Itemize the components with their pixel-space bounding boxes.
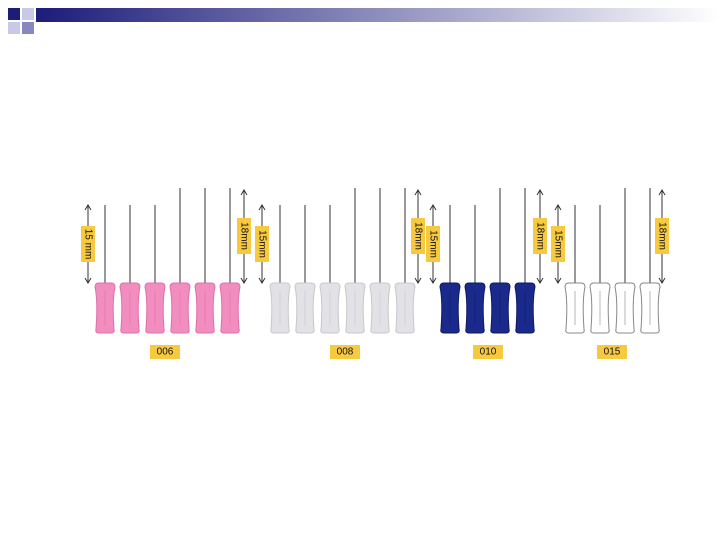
arrow: [240, 277, 248, 284]
label-box: [150, 345, 180, 359]
label-text: 15 mm: [82, 229, 93, 260]
length-label: 18mm: [237, 218, 251, 254]
label-text: 015: [604, 347, 621, 358]
label-text: 010: [480, 347, 497, 358]
arrow: [240, 189, 248, 196]
label-text: 006: [157, 347, 174, 358]
length-label: 18mm: [533, 218, 547, 254]
length-label: 010: [473, 345, 503, 359]
arrow: [258, 204, 266, 211]
length-label: 15 mm: [81, 226, 95, 262]
length-label: 15mm: [255, 226, 269, 262]
label-box: [237, 218, 251, 254]
length-label: 18mm: [655, 218, 669, 254]
label-text: 15mm: [552, 230, 563, 258]
arrow: [414, 189, 422, 196]
arrow: [429, 277, 437, 284]
arrow: [554, 204, 562, 211]
label-box: [473, 345, 503, 359]
header-decoration: [8, 8, 720, 34]
arrow: [536, 189, 544, 196]
length-label: 15mm: [426, 226, 440, 262]
label-text: 15mm: [427, 230, 438, 258]
arrow: [554, 277, 562, 284]
arrow: [658, 277, 666, 284]
arrow: [258, 277, 266, 284]
label-text: 18mm: [534, 222, 545, 250]
label-box: [426, 226, 440, 262]
length-label: 18mm: [411, 218, 425, 254]
label-box: [551, 226, 565, 262]
arrow: [658, 189, 666, 196]
label-text: 15mm: [256, 230, 267, 258]
length-label: 008: [330, 345, 360, 359]
arrow: [536, 277, 544, 284]
label-box: [655, 218, 669, 254]
label-box: [81, 226, 95, 262]
arrow: [84, 277, 92, 284]
label-text: 18mm: [238, 222, 249, 250]
arrow: [429, 204, 437, 211]
arrow: [84, 204, 92, 211]
arrow: [414, 277, 422, 284]
label-text: 18mm: [412, 222, 423, 250]
label-text: 008: [337, 347, 354, 358]
file-illustration: 15 mm 18mm 006 15mm 18mm 008 15mm 18mm 010 15mm 18…: [81, 188, 669, 359]
label-box: [255, 226, 269, 262]
label-box: [411, 218, 425, 254]
length-label: 015: [597, 345, 627, 359]
label-box: [330, 345, 360, 359]
label-text: 18mm: [656, 222, 667, 250]
length-label: 15mm: [551, 226, 565, 262]
label-box: [597, 345, 627, 359]
length-label: 006: [150, 345, 180, 359]
label-box: [533, 218, 547, 254]
